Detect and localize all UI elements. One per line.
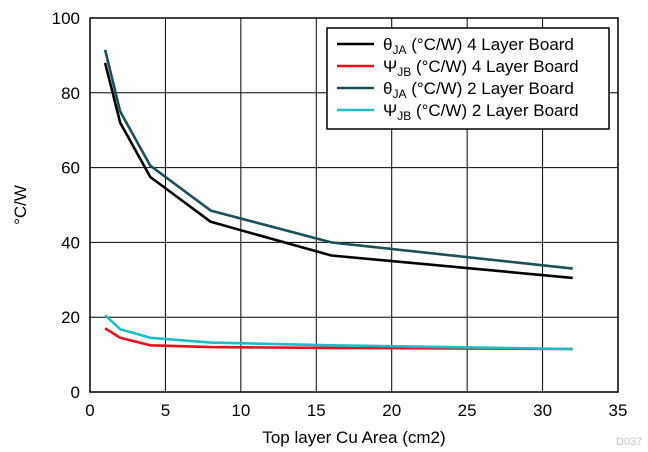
x-tick-label: 0 [85, 401, 94, 420]
plot-area-frame [89, 17, 619, 393]
y-tick-label: 80 [61, 84, 80, 103]
x-tick-label: 10 [231, 401, 250, 420]
series-line-1 [103, 62, 573, 280]
series-line-4 [104, 314, 573, 351]
figure-id-watermark: D037 [616, 436, 642, 447]
x-axis-title: Top layer Cu Area (cm2) [262, 428, 445, 447]
y-tick-label: 0 [71, 383, 80, 402]
tick-labels: 0 20 40 60 80 100 0 5 10 15 20 25 30 35 [52, 9, 628, 420]
series-line-2 [104, 327, 573, 351]
legend-entry: θJA (°C/W) 2 Layer Board [383, 79, 574, 101]
y-tick-label: 40 [61, 233, 80, 252]
y-axis-title: °C/W [11, 185, 30, 225]
series-lines [103, 49, 573, 351]
x-tick-label: 35 [609, 401, 628, 420]
y-tick-label: 100 [52, 9, 80, 28]
y-tick-label: 60 [61, 159, 80, 178]
x-tick-label: 5 [161, 401, 170, 420]
x-tick-label: 15 [307, 401, 326, 420]
x-tick-label: 30 [533, 401, 552, 420]
legend-entry: ΨJB (°C/W) 2 Layer Board [383, 101, 579, 123]
series-line-3 [103, 49, 573, 270]
x-tick-label: 25 [458, 401, 477, 420]
y-tick-label: 20 [61, 308, 80, 327]
legend-entry: ΨJB (°C/W) 4 Layer Board [383, 57, 579, 79]
legend-entry: θJA (°C/W) 4 Layer Board [383, 35, 574, 57]
x-tick-label: 20 [382, 401, 401, 420]
